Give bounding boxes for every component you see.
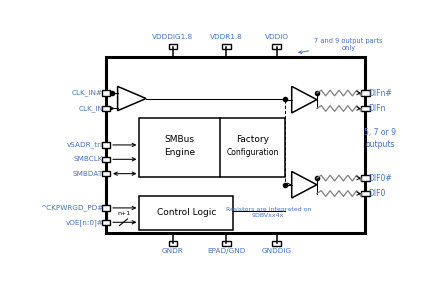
Bar [361, 191, 369, 196]
Text: DIFn#: DIFn# [368, 88, 392, 98]
Text: Configuration: Configuration [226, 148, 279, 157]
Text: SMBus: SMBus [165, 135, 194, 144]
Bar [140, 196, 233, 230]
Bar [361, 175, 369, 181]
Text: vOE[n:0]#: vOE[n:0]# [65, 219, 103, 226]
Text: VDDIO: VDDIO [265, 34, 289, 40]
Text: SMBCLK: SMBCLK [74, 156, 103, 162]
Text: 5, 7 or 9
outputs: 5, 7 or 9 outputs [365, 128, 397, 149]
Bar [102, 156, 110, 162]
Bar [102, 106, 110, 111]
Bar [102, 171, 110, 177]
Text: CLK_IN#: CLK_IN# [72, 90, 103, 96]
Text: vSADR_tri: vSADR_tri [67, 141, 103, 148]
Bar [222, 44, 231, 49]
Text: DIF0: DIF0 [368, 189, 385, 198]
Bar [222, 241, 231, 246]
Bar [168, 44, 177, 49]
Text: GNDDIG: GNDDIG [262, 248, 292, 254]
Text: ^CKPWRGD_PD#: ^CKPWRGD_PD# [40, 205, 103, 211]
Text: Control Logic: Control Logic [156, 208, 216, 217]
Text: EPAD/GND: EPAD/GND [207, 248, 246, 254]
Bar [102, 205, 110, 211]
Bar [140, 119, 285, 177]
Text: DIF0#: DIF0# [368, 174, 392, 183]
Text: VDDDIG1.8: VDDDIG1.8 [152, 34, 194, 40]
Text: Engine: Engine [164, 148, 195, 157]
Bar [102, 220, 110, 225]
Text: Factory: Factory [236, 135, 269, 144]
Text: CLK_IN: CLK_IN [78, 105, 103, 112]
Bar [106, 57, 365, 233]
Text: SMBDAT: SMBDAT [73, 171, 103, 177]
Text: n+1: n+1 [117, 211, 130, 216]
Bar [273, 241, 281, 246]
Text: 7 and 9 output parts
only: 7 and 9 output parts only [299, 38, 383, 53]
Text: VDDR1.8: VDDR1.8 [210, 34, 243, 40]
Bar [102, 90, 110, 96]
Text: GNDR: GNDR [162, 248, 184, 254]
Bar [361, 90, 369, 96]
Bar [168, 241, 177, 246]
Text: DIFn: DIFn [368, 104, 385, 113]
Bar [273, 44, 281, 49]
Text: Resistors are integrated on
9DBVxx4x: Resistors are integrated on 9DBVxx4x [226, 207, 311, 218]
Bar [102, 142, 110, 148]
Bar [361, 106, 369, 111]
